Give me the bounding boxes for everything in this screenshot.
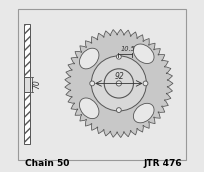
Ellipse shape: [133, 44, 153, 63]
Circle shape: [116, 108, 121, 112]
Bar: [24, 92, 30, 144]
Ellipse shape: [79, 48, 99, 69]
Circle shape: [89, 81, 94, 86]
Circle shape: [116, 54, 121, 59]
Ellipse shape: [79, 98, 99, 119]
Circle shape: [116, 81, 121, 86]
Polygon shape: [64, 29, 172, 138]
Text: Chain 50: Chain 50: [25, 159, 69, 168]
Text: 10.5: 10.5: [120, 46, 135, 52]
Bar: [18, 9, 185, 160]
Text: 70: 70: [32, 79, 41, 89]
Circle shape: [104, 69, 133, 98]
Ellipse shape: [133, 103, 153, 123]
Circle shape: [91, 56, 146, 111]
Bar: [24, 24, 30, 77]
Bar: [24, 77, 30, 92]
Circle shape: [142, 81, 147, 86]
Text: 92: 92: [114, 72, 124, 81]
Text: JTR 476: JTR 476: [142, 159, 181, 168]
